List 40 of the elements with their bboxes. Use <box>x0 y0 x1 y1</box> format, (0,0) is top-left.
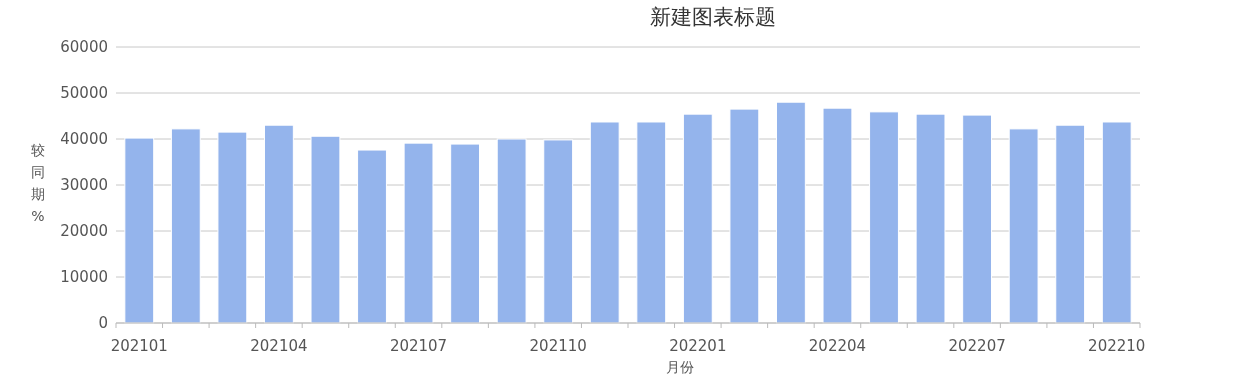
bar <box>263 124 294 324</box>
x-tick-label: 202210 <box>1088 337 1146 355</box>
y-tick-label: 20000 <box>60 222 108 240</box>
x-axis-title: 月份 <box>666 359 694 375</box>
bar <box>403 142 434 324</box>
y-tick-label: 60000 <box>60 38 108 56</box>
x-tick-label: 202110 <box>529 337 587 355</box>
y-tick-label: 10000 <box>60 268 108 286</box>
y-axis-title: 较同期% <box>31 142 45 224</box>
bar <box>636 121 667 324</box>
y-tick-label: 50000 <box>60 84 108 102</box>
bar <box>124 137 155 324</box>
bar <box>170 128 201 324</box>
bar <box>1008 128 1039 324</box>
x-tick-label: 202201 <box>669 337 727 355</box>
x-tick-label: 202204 <box>808 337 867 355</box>
x-tick-label: 202104 <box>250 337 308 355</box>
bar <box>729 108 760 324</box>
bar <box>775 101 806 324</box>
y-tick-label: 30000 <box>60 176 108 194</box>
bar <box>682 113 713 324</box>
bar <box>357 149 387 324</box>
bar <box>822 107 853 324</box>
bar <box>496 138 527 324</box>
chart-title: 新建图表标题 <box>650 5 776 29</box>
bar <box>1101 121 1132 324</box>
bar <box>310 135 341 324</box>
y-tick-label: 40000 <box>60 130 108 148</box>
bar <box>589 121 620 324</box>
y-tick-label: 0 <box>98 314 108 332</box>
bar <box>217 131 248 324</box>
bar <box>915 113 946 324</box>
x-tick-label: 202101 <box>110 337 168 355</box>
x-tick-label: 202207 <box>948 337 1006 355</box>
bar <box>869 111 899 324</box>
bar <box>962 114 993 324</box>
bar <box>450 143 481 324</box>
x-tick-label: 202107 <box>389 337 448 355</box>
bar <box>1055 124 1086 324</box>
bar <box>543 139 574 324</box>
